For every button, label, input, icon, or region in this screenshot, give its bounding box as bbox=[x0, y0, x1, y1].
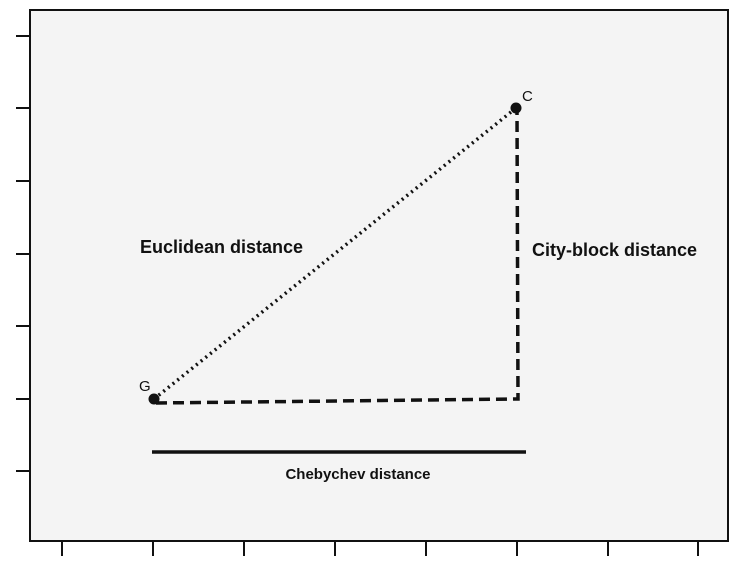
city-block-distance-path bbox=[155, 111, 520, 405]
point-g-marker bbox=[148, 393, 160, 405]
x-axis-ticks bbox=[61, 541, 699, 556]
y-axis-ticks bbox=[16, 35, 30, 472]
city-block-distance-label: City-block distance bbox=[532, 240, 697, 260]
point-g-label: G bbox=[139, 378, 151, 395]
chebychev-distance-label: Chebychev distance bbox=[285, 466, 430, 483]
plot-area bbox=[29, 9, 729, 542]
point-c-marker bbox=[510, 102, 522, 114]
point-c-label: C bbox=[522, 88, 533, 105]
euclidean-distance-label: Euclidean distance bbox=[140, 237, 303, 257]
